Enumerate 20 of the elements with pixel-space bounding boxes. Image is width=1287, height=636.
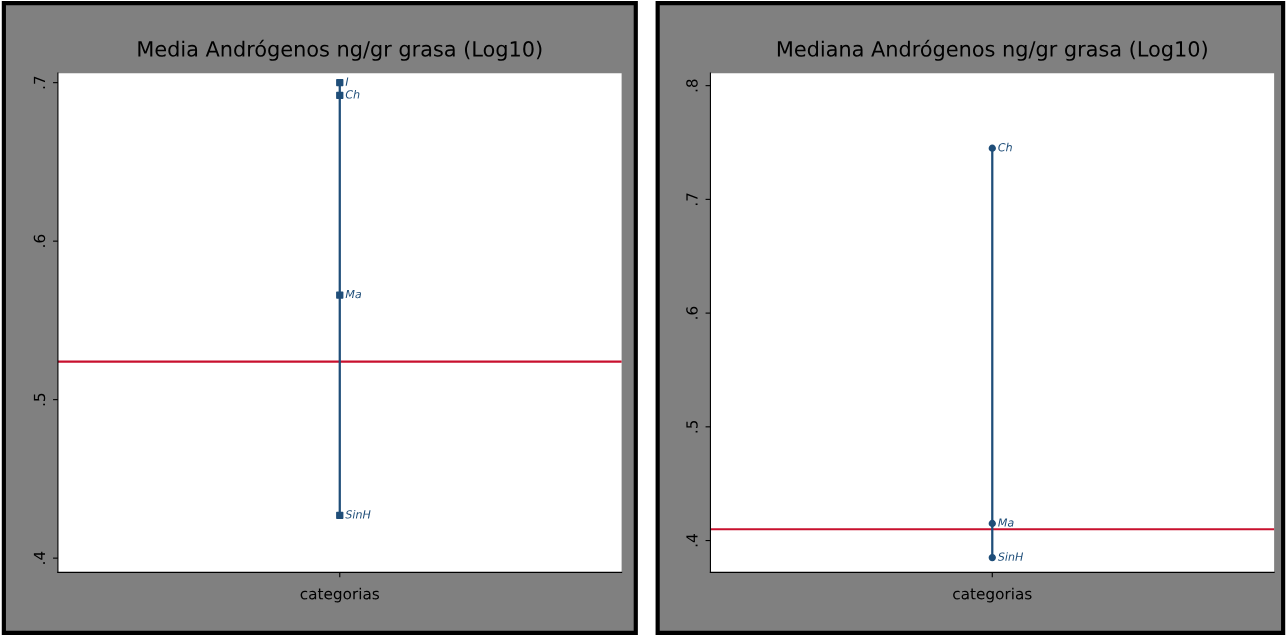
x-axis-title: categorias — [300, 587, 380, 603]
y-tick-label: .5 — [33, 393, 46, 406]
x-axis-title: categorias — [953, 587, 1032, 603]
y-tick-label: .4 — [33, 551, 46, 564]
y-tick-label: .6 — [33, 234, 46, 247]
series-label: Ch — [998, 142, 1012, 152]
y-tick-label: .7 — [33, 76, 46, 89]
y-tick-label: .7 — [686, 193, 698, 206]
chart-title: Mediana Andrógenos ng/gr grasa (Log10) — [777, 39, 1207, 61]
y-tick-label: .5 — [686, 420, 698, 433]
series-label: Ch — [345, 89, 360, 99]
y-tick-label: .6 — [686, 306, 698, 319]
series-label: Ma — [345, 290, 361, 299]
series-label: SinH — [345, 509, 371, 519]
chart-title: Media Andrógenos ng/gr grasa (Log10) — [138, 39, 542, 61]
series-label: SinH — [997, 552, 1024, 561]
series-label: Ma — [998, 518, 1014, 527]
y-tick-label: .4 — [686, 534, 698, 547]
y-tick-label: .8 — [686, 79, 698, 92]
series-label: I — [345, 77, 349, 86]
